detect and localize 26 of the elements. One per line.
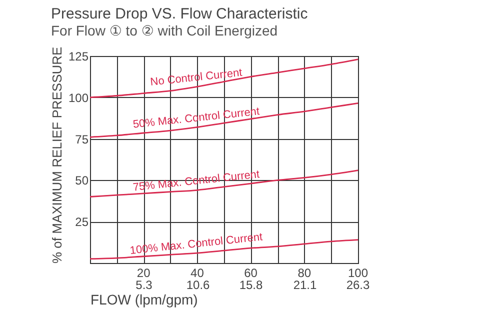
y-tick-label: 100 [68, 90, 89, 105]
chart-title: Pressure Drop VS. Flow Characteristic [50, 5, 308, 22]
x-tick-label: 100 [348, 266, 368, 280]
chart-subtitle: For Flow ① to ② with Coil Energized [50, 22, 278, 38]
text: No Control Current [150, 66, 243, 88]
y-tick-label: 125 [68, 50, 89, 64]
x-tick-label: 60 [244, 266, 258, 280]
text: 75% Max. Control Current [132, 168, 260, 194]
x2-tick-label: 26.3 [346, 278, 370, 292]
y-tick-label: 50 [75, 174, 89, 188]
x2-tick-label: 15.8 [239, 278, 264, 292]
y-tick-label: 75 [75, 132, 89, 146]
x-axis-title: FLOW (lpm/gpm) [90, 292, 198, 308]
x-tick-label: 20 [136, 266, 151, 280]
y-tick-label: 25 [75, 215, 89, 230]
x2-tick-label: 10.6 [186, 278, 210, 292]
y-axis-title: % of MAXIMUM RELIEF PRESSURE [49, 46, 64, 264]
x-tick-label: 80 [298, 266, 312, 280]
line-series [89, 170, 359, 198]
text: 50% Max. Control Current [132, 106, 260, 131]
line-series [89, 102, 359, 138]
x2-tick-label: 5.3 [136, 278, 153, 292]
line-series [89, 58, 359, 98]
x-tick-label: 40 [190, 266, 204, 280]
text: 100% Max. Control Current [129, 231, 264, 258]
x2-tick-label: 21.1 [293, 278, 318, 292]
